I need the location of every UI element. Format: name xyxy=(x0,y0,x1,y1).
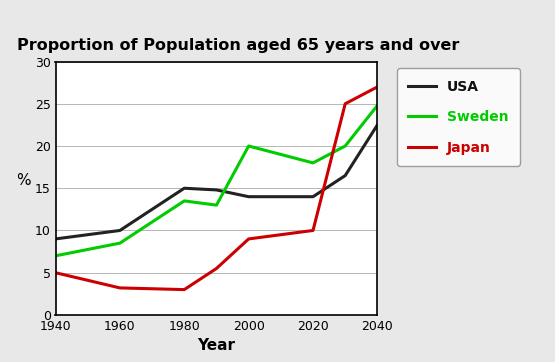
Sweden xyxy=(374,103,381,108)
Japan xyxy=(342,102,349,106)
Line: USA: USA xyxy=(56,125,377,239)
USA xyxy=(117,228,123,233)
Japan xyxy=(245,237,252,241)
Y-axis label: %: % xyxy=(16,173,31,188)
Japan xyxy=(374,85,381,89)
Sweden xyxy=(245,144,252,148)
Line: Japan: Japan xyxy=(56,87,377,290)
Sweden xyxy=(181,199,188,203)
Text: Proportion of Population aged 65 years and over: Proportion of Population aged 65 years a… xyxy=(17,38,459,54)
Japan xyxy=(310,228,316,233)
Line: Sweden: Sweden xyxy=(56,105,377,256)
USA xyxy=(181,186,188,190)
Japan xyxy=(181,287,188,292)
USA xyxy=(342,173,349,178)
USA xyxy=(52,237,59,241)
Sweden xyxy=(213,203,220,207)
USA xyxy=(213,188,220,192)
Sweden xyxy=(117,241,123,245)
X-axis label: Year: Year xyxy=(198,338,235,353)
Legend: USA, Sweden, Japan: USA, Sweden, Japan xyxy=(397,68,520,166)
USA xyxy=(310,194,316,199)
Japan xyxy=(213,266,220,271)
USA xyxy=(245,194,252,199)
Sweden xyxy=(310,161,316,165)
Sweden xyxy=(52,254,59,258)
Japan xyxy=(52,270,59,275)
Sweden xyxy=(342,144,349,148)
Japan xyxy=(117,286,123,290)
USA xyxy=(374,123,381,127)
